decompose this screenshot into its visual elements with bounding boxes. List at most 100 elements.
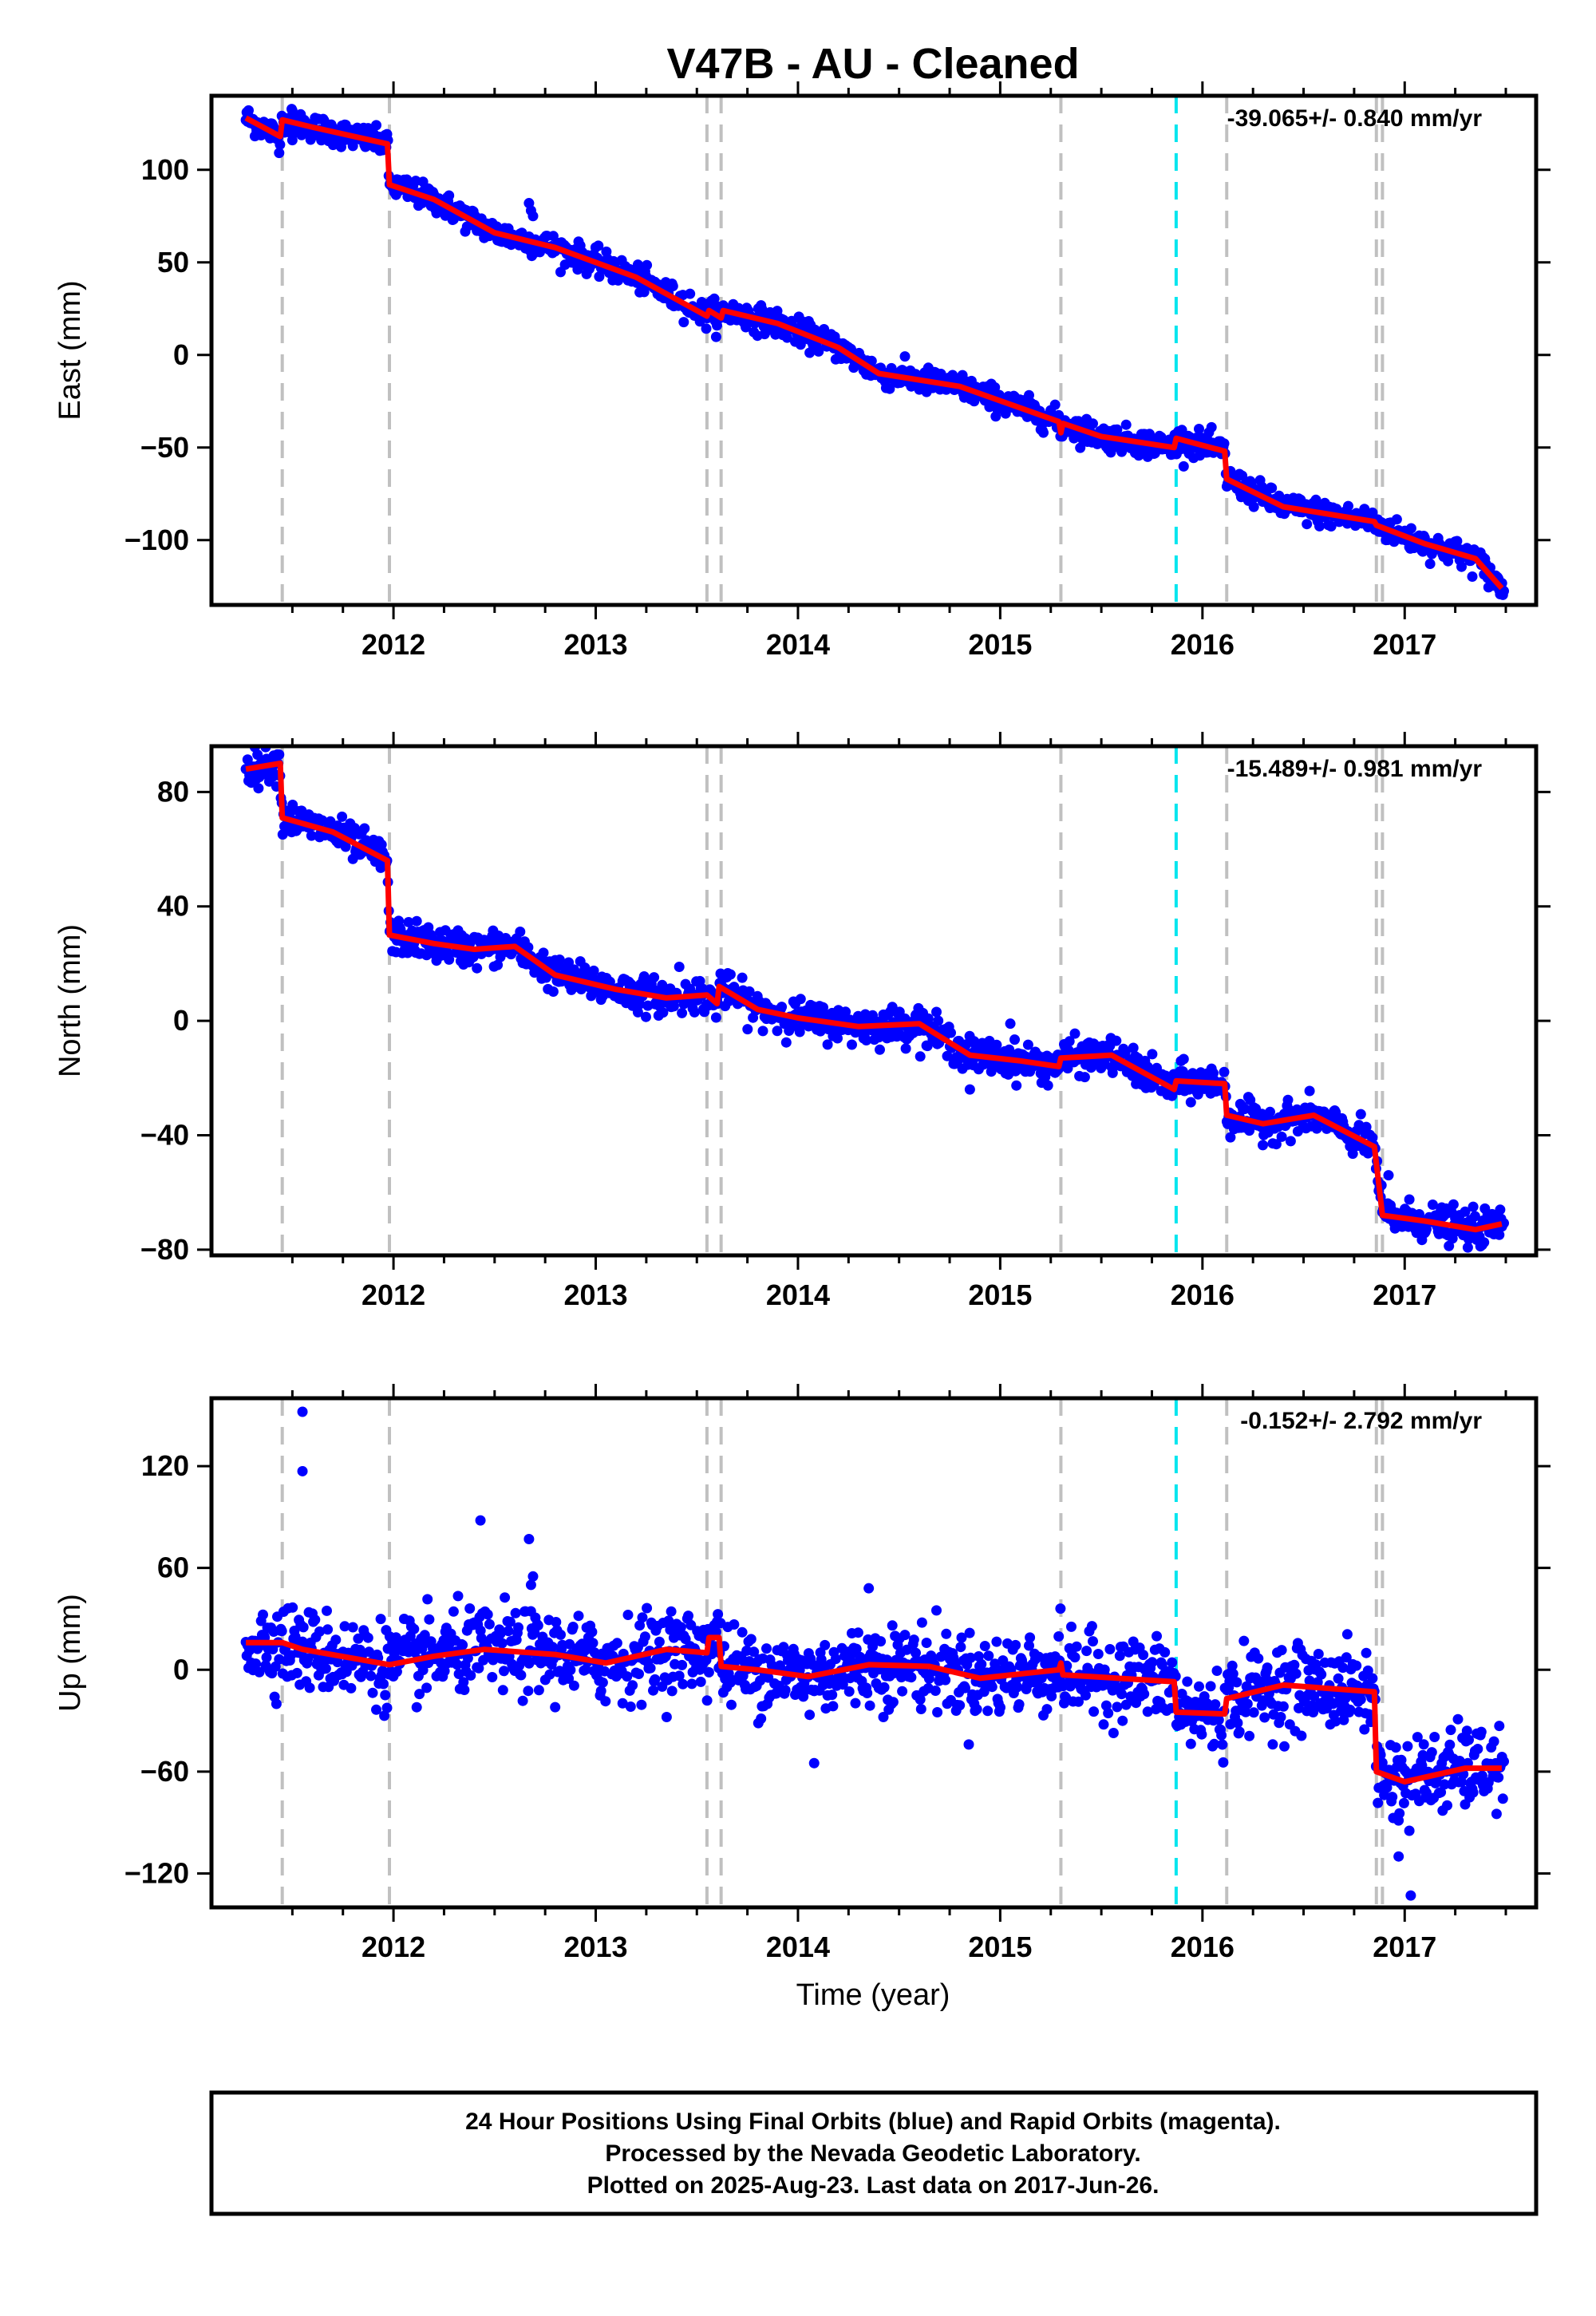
data-point	[963, 1739, 974, 1750]
data-point	[1012, 1682, 1023, 1693]
data-point	[375, 1614, 386, 1625]
data-point	[931, 1006, 942, 1018]
data-point	[830, 1654, 841, 1665]
data-point	[915, 1704, 926, 1714]
data-point	[820, 1639, 831, 1650]
data-point	[1394, 1808, 1405, 1819]
data-point	[710, 1626, 721, 1638]
data-point	[737, 1626, 748, 1638]
data-point	[367, 1687, 378, 1698]
data-point	[878, 1712, 889, 1722]
data-point	[822, 1039, 833, 1050]
data-point	[1429, 1732, 1440, 1742]
data-point	[795, 339, 806, 350]
data-point	[678, 317, 689, 328]
data-point	[1138, 1650, 1149, 1661]
data-point	[1439, 1779, 1450, 1790]
data-point	[523, 1686, 534, 1697]
data-point	[475, 1625, 486, 1636]
data-point	[422, 1594, 433, 1605]
up-y-axis-label: Up (mm)	[53, 1594, 87, 1712]
data-point	[359, 823, 370, 834]
data-point	[540, 972, 551, 983]
data-point	[1055, 1603, 1066, 1614]
data-point	[1447, 1233, 1458, 1244]
data-point	[1343, 500, 1353, 512]
data-point	[1275, 1712, 1286, 1722]
data-point	[1142, 1706, 1153, 1717]
footer-line-3: Plotted on 2025-Aug-23. Last data on 201…	[587, 2172, 1159, 2199]
data-point	[1338, 1714, 1349, 1725]
data-point	[1038, 427, 1049, 438]
data-point	[381, 1702, 393, 1713]
data-point	[1041, 1704, 1053, 1715]
data-point	[1362, 1665, 1373, 1676]
data-point	[1290, 1668, 1302, 1679]
data-point	[1351, 1660, 1362, 1671]
data-point	[379, 1710, 390, 1721]
data-point	[1442, 1800, 1452, 1811]
data-point	[946, 1027, 956, 1038]
east-rate-label: -39.065+/- 0.840 mm/yr	[1227, 105, 1483, 132]
x-tick-label: 2015	[968, 628, 1032, 661]
data-point	[622, 1671, 633, 1682]
data-point	[625, 1701, 636, 1712]
y-tick-label: −120	[124, 1856, 189, 1889]
data-point	[634, 1669, 644, 1679]
north-rate-label: -15.489+/- 0.981 mm/yr	[1227, 756, 1483, 782]
data-point	[887, 1697, 899, 1708]
data-point	[261, 1652, 272, 1663]
data-point	[1476, 1770, 1487, 1781]
data-point	[414, 1689, 425, 1700]
data-point	[976, 1658, 987, 1670]
data-point	[1209, 1738, 1220, 1749]
data-point	[713, 1609, 724, 1620]
data-point	[1464, 1734, 1474, 1745]
data-point	[745, 1634, 757, 1645]
data-point	[1494, 1229, 1505, 1240]
data-point	[1053, 1631, 1065, 1642]
data-point	[322, 1624, 334, 1635]
data-point	[1468, 1201, 1479, 1212]
outlier-point	[286, 135, 298, 146]
east-y-axis-label: East (mm)	[53, 280, 87, 420]
data-point	[906, 1672, 917, 1683]
data-point	[729, 982, 740, 993]
data-point	[492, 959, 504, 970]
up-panel: 120 60 0 −60 −120 2012 2013 2014 2015 2016 2017 Up …	[53, 1384, 1551, 1963]
data-point	[538, 947, 549, 958]
data-point	[611, 1638, 622, 1649]
data-point	[1240, 1706, 1251, 1717]
data-point	[1009, 1034, 1020, 1045]
data-point	[1244, 1730, 1255, 1741]
data-point	[1304, 1675, 1315, 1686]
data-point	[567, 1622, 579, 1632]
outlier-point	[525, 1579, 536, 1591]
data-point	[1219, 1066, 1230, 1077]
data-point	[737, 972, 748, 983]
data-point	[965, 1652, 976, 1663]
data-point	[1479, 1237, 1490, 1248]
data-point	[1402, 1741, 1413, 1752]
data-point	[772, 1026, 783, 1037]
east-model-line	[244, 115, 1504, 591]
data-point	[648, 1685, 658, 1696]
north-plot-area	[240, 746, 1509, 1255]
data-point	[1296, 1730, 1307, 1741]
data-point	[756, 1713, 767, 1724]
data-point	[1412, 1732, 1423, 1743]
data-point	[1013, 1699, 1025, 1710]
data-point	[417, 1665, 429, 1676]
data-point	[242, 754, 253, 765]
y-tick-label: 0	[173, 338, 189, 371]
data-point	[1347, 1148, 1358, 1160]
data-point	[1114, 1650, 1125, 1662]
data-point	[642, 1603, 653, 1614]
data-point	[1266, 483, 1278, 493]
data-point	[617, 1697, 628, 1709]
data-point	[362, 1632, 373, 1643]
x-tick-label: 2015	[968, 1279, 1032, 1311]
data-point	[380, 1690, 391, 1701]
data-point	[1205, 1681, 1216, 1692]
data-point	[1120, 419, 1132, 430]
